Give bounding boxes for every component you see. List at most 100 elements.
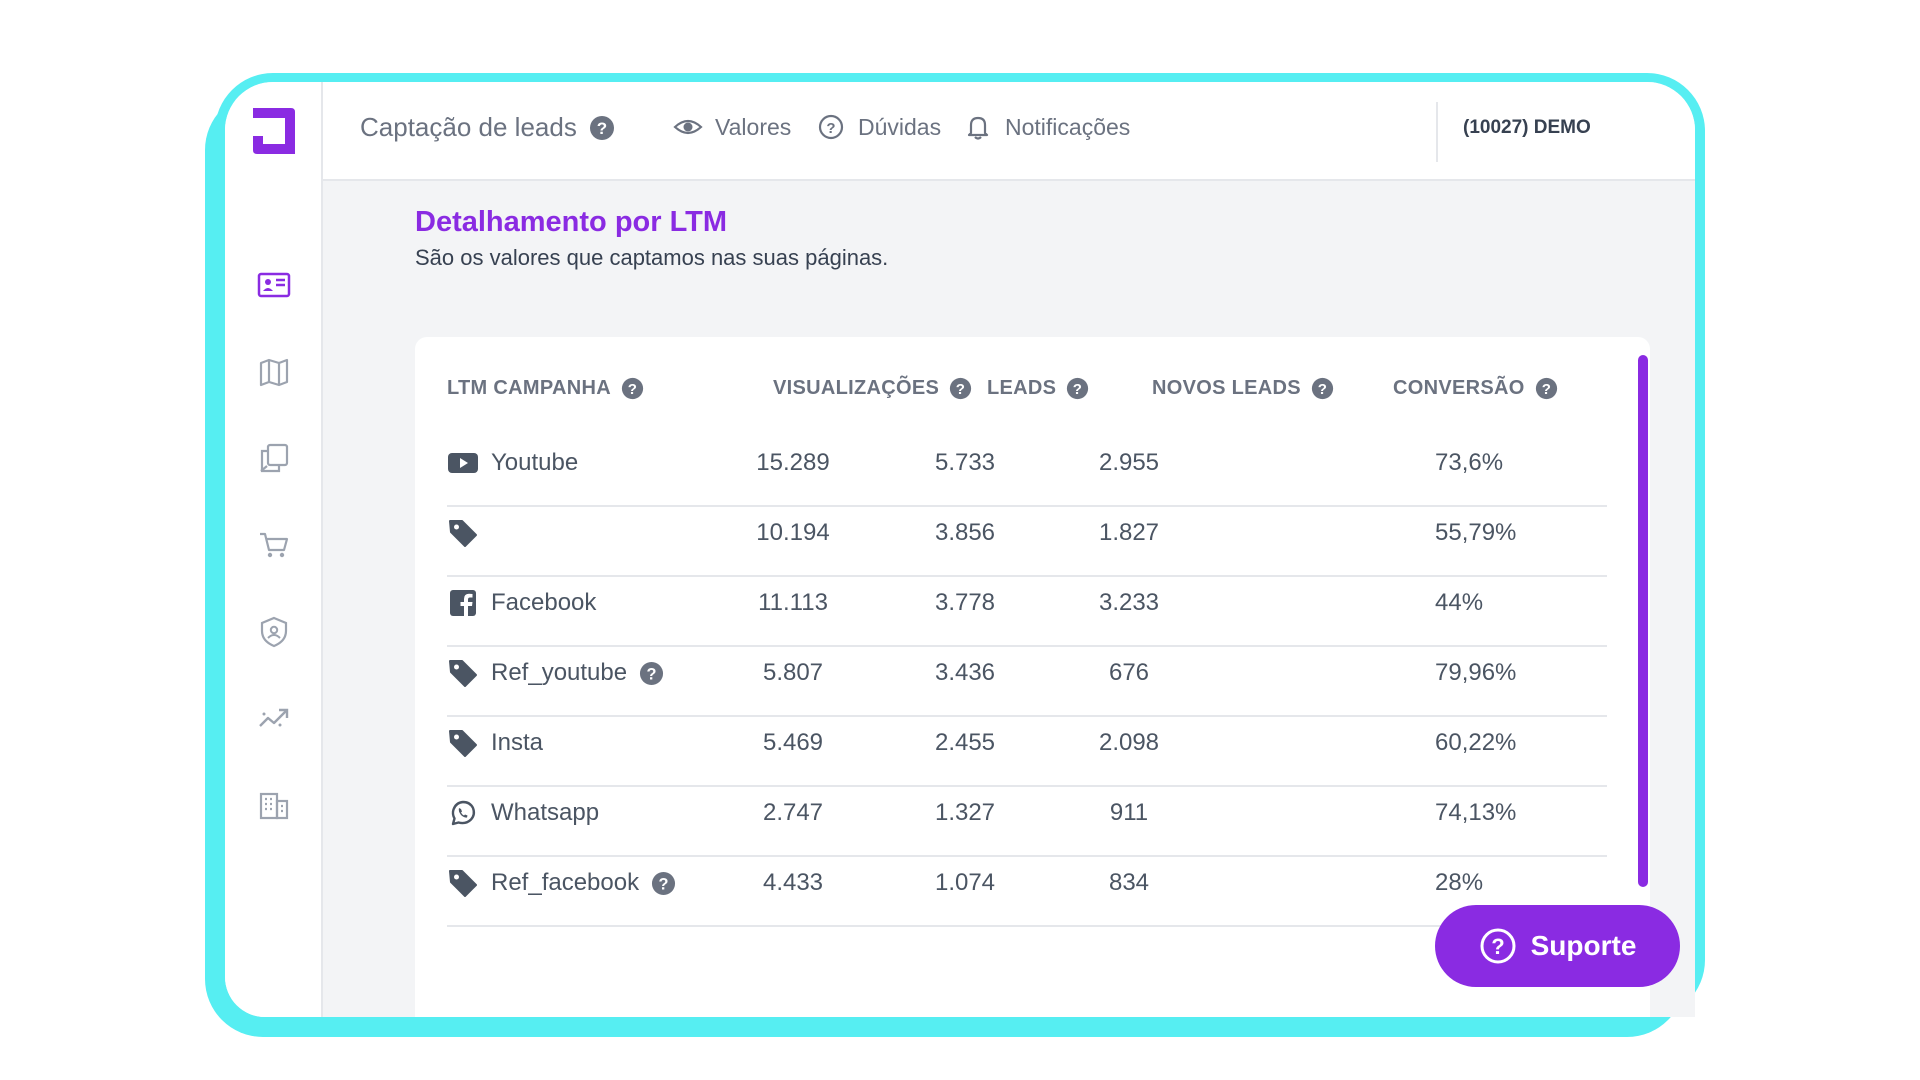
campanha-cell xyxy=(447,491,491,575)
app-window: Captação de leads ? Valores ? Dúvidas No… xyxy=(225,82,1695,1017)
account-selector[interactable]: (10027) DEMO xyxy=(1463,117,1591,138)
nav-notificacoes-label: Notificações xyxy=(1005,113,1131,140)
table-row[interactable]: Facebook 11.113 3.778 3.233 44% xyxy=(447,561,1607,647)
new-leads-cell: 1.827 xyxy=(1098,519,1160,546)
nav-duvidas-label: Dúvidas xyxy=(858,113,942,140)
nav-valores-label: Valores xyxy=(715,113,792,140)
app-logo[interactable] xyxy=(253,108,295,154)
campanha-cell: Youtube xyxy=(447,421,578,505)
svg-text:?: ? xyxy=(647,665,657,683)
help-icon[interactable]: ? xyxy=(621,377,644,400)
leads-cell: 1.327 xyxy=(934,799,996,826)
svg-text:?: ? xyxy=(1491,934,1504,959)
svg-text:?: ? xyxy=(1073,381,1082,398)
campanha-name: Youtube xyxy=(491,449,579,476)
page-title: Captação de leads ? xyxy=(360,112,615,143)
map-icon[interactable] xyxy=(256,354,292,390)
views-cell: 15.289 xyxy=(756,449,830,476)
help-icon[interactable]: ? xyxy=(639,661,664,686)
shield-user-icon[interactable] xyxy=(256,614,292,650)
trend-icon[interactable] xyxy=(256,700,292,736)
column-header-label: LEADS xyxy=(987,377,1057,399)
tag-icon xyxy=(449,870,477,897)
whatsapp-icon xyxy=(451,800,476,826)
leads-cell: 2.455 xyxy=(934,729,996,756)
nav-duvidas[interactable]: ? Dúvidas xyxy=(816,112,941,142)
ltm-table-card: LTM CAMPANHA ? VISUALIZAÇÕES ? LEADS ? N… xyxy=(415,337,1650,1017)
section-title: Detalhamento por LTM xyxy=(415,206,728,238)
new-leads-cell: 2.098 xyxy=(1098,729,1160,756)
section-subtitle: São os valores que captamos nas suas pág… xyxy=(415,245,889,270)
column-header-visualizacoes: VISUALIZAÇÕES ? xyxy=(773,377,972,400)
question-circle-icon: ? xyxy=(1480,928,1516,964)
building-icon[interactable] xyxy=(256,787,292,823)
campanha-name: Facebook xyxy=(491,589,597,616)
leads-cell: 1.074 xyxy=(934,869,996,896)
help-icon[interactable]: ? xyxy=(1066,377,1089,400)
table-header: LTM CAMPANHA ? VISUALIZAÇÕES ? LEADS ? N… xyxy=(447,377,1607,417)
page-title-text: Captação de leads xyxy=(360,112,577,142)
column-header-leads: LEADS ? xyxy=(987,377,1089,400)
new-leads-cell: 911 xyxy=(1109,799,1149,826)
svg-text:?: ? xyxy=(597,119,607,138)
bell-icon xyxy=(967,116,989,140)
svg-text:?: ? xyxy=(659,875,669,893)
table-row[interactable]: Ref_youtube ? 5.807 3.436 676 79,96% xyxy=(447,631,1607,717)
table-row[interactable]: Youtube 15.289 5.733 2.955 73,6% xyxy=(447,421,1607,507)
column-header-label: NOVOS LEADS xyxy=(1152,377,1301,399)
help-icon[interactable]: ? xyxy=(1311,377,1334,400)
sidebar xyxy=(225,82,323,1017)
views-cell: 5.807 xyxy=(762,659,824,686)
conversion-cell: 55,79% xyxy=(1435,519,1517,546)
top-header: Captação de leads ? Valores ? Dúvidas No… xyxy=(323,82,1695,181)
svg-text:?: ? xyxy=(1318,381,1327,398)
support-button[interactable]: ? Suporte xyxy=(1435,905,1680,987)
help-icon[interactable]: ? xyxy=(1535,377,1558,400)
conversion-cell: 73,6% xyxy=(1435,449,1504,476)
new-leads-cell: 2.955 xyxy=(1098,449,1160,476)
new-leads-cell: 3.233 xyxy=(1098,589,1160,616)
column-header-label: VISUALIZAÇÕES xyxy=(773,377,940,399)
views-cell: 2.747 xyxy=(762,799,824,826)
conversion-cell: 79,96% xyxy=(1435,659,1517,686)
cart-icon[interactable] xyxy=(256,527,292,563)
table-row[interactable]: Whatsapp 2.747 1.327 911 74,13% xyxy=(447,771,1607,857)
help-icon[interactable]: ? xyxy=(651,871,676,896)
campanha-cell: Insta xyxy=(447,701,543,785)
youtube-icon xyxy=(448,453,478,473)
column-header-label: LTM CAMPANHA xyxy=(447,377,611,399)
leads-cell: 3.778 xyxy=(934,589,996,616)
tag-icon xyxy=(449,730,477,757)
eye-icon xyxy=(673,119,703,135)
table-row[interactable]: Insta 5.469 2.455 2.098 60,22% xyxy=(447,701,1607,787)
svg-text:?: ? xyxy=(956,381,965,398)
campanha-name: Ref_facebook xyxy=(491,869,640,896)
pages-icon[interactable] xyxy=(256,440,292,476)
table-row[interactable]: 10.194 3.856 1.827 55,79% xyxy=(447,491,1607,577)
help-icon[interactable]: ? xyxy=(949,377,972,400)
table-row[interactable]: Ref_facebook ? 4.433 1.074 834 28% xyxy=(447,841,1607,927)
svg-text:?: ? xyxy=(826,120,835,137)
column-header-novos-leads: NOVOS LEADS ? xyxy=(1152,377,1334,400)
conversion-cell: 74,13% xyxy=(1435,799,1517,826)
leads-cell: 3.856 xyxy=(934,519,996,546)
nav-notificacoes[interactable]: Notificações xyxy=(963,112,1130,142)
campanha-name: Ref_youtube xyxy=(491,659,628,686)
scrollbar[interactable] xyxy=(1638,355,1648,887)
svg-text:?: ? xyxy=(628,381,637,398)
id-card-icon[interactable] xyxy=(256,267,292,303)
conversion-cell: 28% xyxy=(1435,869,1484,896)
svg-text:?: ? xyxy=(1541,381,1550,398)
column-header-conversao: CONVERSÃO ? xyxy=(1393,377,1558,400)
help-icon[interactable]: ? xyxy=(589,115,615,141)
question-circle-icon: ? xyxy=(818,114,844,140)
views-cell: 5.469 xyxy=(762,729,824,756)
campanha-cell: Facebook xyxy=(447,561,596,645)
campanha-name: Insta xyxy=(491,729,544,756)
column-header-campanha: LTM CAMPANHA ? xyxy=(447,377,644,400)
leads-cell: 3.436 xyxy=(934,659,996,686)
tag-icon xyxy=(449,520,477,547)
campanha-cell: Ref_youtube ? xyxy=(447,631,664,715)
nav-valores[interactable]: Valores xyxy=(673,112,791,142)
header-divider xyxy=(1436,102,1438,162)
